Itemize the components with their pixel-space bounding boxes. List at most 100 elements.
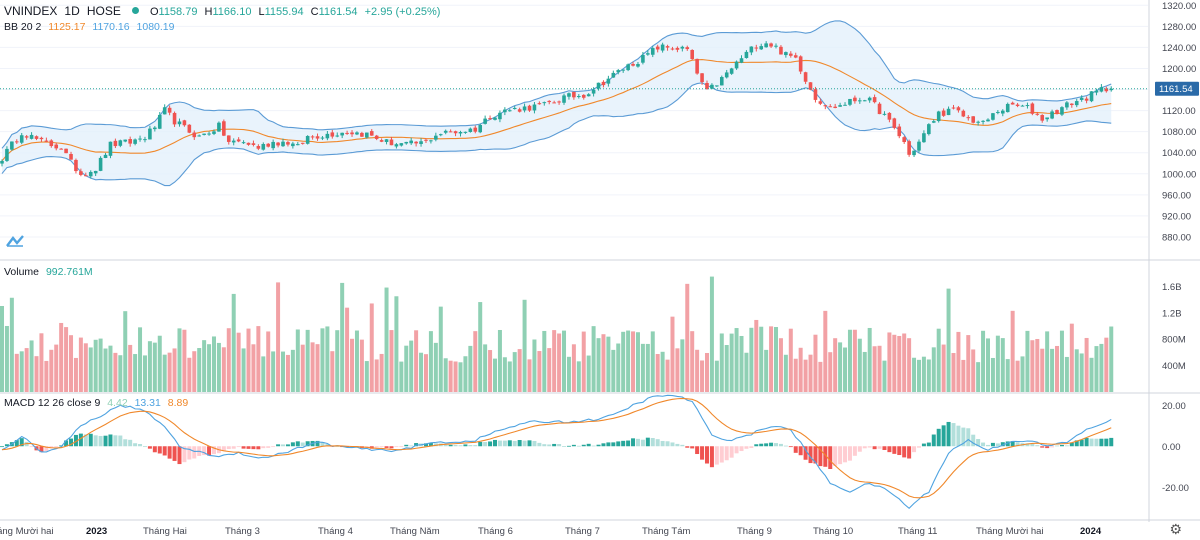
volume-bar <box>497 329 502 392</box>
macd-histogram-bar <box>54 446 59 448</box>
candle-body <box>641 54 645 63</box>
macd-line-value: 13.31 <box>134 397 161 409</box>
volume-bar <box>635 332 640 392</box>
candle-body <box>256 146 261 149</box>
candle-body <box>986 119 990 122</box>
bb-legend[interactable]: BB 20 2 1125.17 1170.16 1080.19 <box>4 21 178 33</box>
candle-body <box>941 110 946 116</box>
volume-bar <box>305 329 310 392</box>
macd-histogram-bar <box>616 441 621 447</box>
volume-bar <box>325 326 330 392</box>
volume-bar <box>182 329 187 392</box>
candle-body <box>360 132 364 137</box>
volume-bar <box>778 338 783 392</box>
volume-bar <box>961 359 966 392</box>
candle-body <box>226 135 231 142</box>
volume-legend[interactable]: Volume 992.761M <box>4 266 97 278</box>
volume-bar <box>695 349 700 392</box>
symbol-header[interactable]: VNINDEX 1D HOSE O1158.79 H1166.10 L1155.… <box>4 4 444 18</box>
volume-bar <box>700 360 705 392</box>
macd-histogram-bar <box>300 442 305 447</box>
candle-body <box>143 139 147 141</box>
time-axis-label: Tháng Hai <box>143 526 187 537</box>
candle-body <box>724 72 729 78</box>
candle-body <box>734 61 739 69</box>
volume-bar <box>650 331 655 392</box>
volume-bar <box>1015 360 1020 392</box>
candle-body <box>103 154 108 159</box>
macd-histogram-bar <box>335 446 340 447</box>
candle-body <box>74 159 78 172</box>
macd-histogram-bar <box>566 445 571 447</box>
macd-histogram-bar <box>700 446 705 460</box>
volume-bar <box>783 354 788 392</box>
time-axis-label: Tháng Tám <box>642 526 690 537</box>
tradingview-logo-icon[interactable] <box>6 234 24 252</box>
volume-bar <box>670 316 675 392</box>
volume-bar <box>749 327 754 392</box>
market-status-dot <box>131 7 139 14</box>
candle-body <box>665 46 670 48</box>
candle-body <box>808 82 813 90</box>
macd-legend[interactable]: MACD 12 26 close 9 4.42 13.31 8.89 <box>4 397 192 409</box>
macd-histogram-bar <box>98 435 103 447</box>
macd-histogram-bar <box>497 440 502 447</box>
volume-bar <box>995 335 1000 392</box>
candle-body <box>355 132 359 135</box>
macd-histogram-bar <box>325 443 330 447</box>
volume-bar <box>621 331 626 392</box>
macd-histogram-bar <box>1104 438 1109 447</box>
gear-icon[interactable]: ⚙ <box>1169 521 1182 537</box>
macd-histogram-bar <box>478 441 483 447</box>
volume-bar <box>729 333 734 392</box>
candle-body <box>98 157 103 171</box>
volume-bar <box>976 362 981 392</box>
volume-bar <box>276 282 281 392</box>
candle-body <box>113 140 118 147</box>
volume-bar <box>463 356 468 392</box>
macd-histogram-bar <box>857 446 862 452</box>
candle-body <box>167 107 172 113</box>
macd-histogram-bar <box>907 446 912 459</box>
volume-bar <box>616 343 621 392</box>
candle-body <box>133 139 137 144</box>
candle-body <box>867 97 872 101</box>
candle-body <box>498 112 502 120</box>
candle-body <box>296 144 300 146</box>
candle-body <box>468 128 473 132</box>
volume-bar <box>138 327 143 392</box>
candle-body <box>581 94 586 98</box>
volume-bar <box>522 299 527 392</box>
volume-bar <box>971 349 976 392</box>
volume-bar <box>557 333 562 392</box>
candle-body <box>212 131 216 134</box>
candle-body <box>710 84 714 89</box>
macd-histogram-bar <box>685 446 690 448</box>
macd-histogram-bar <box>83 434 88 447</box>
volume-bar <box>414 330 419 392</box>
macd-histogram-bar <box>601 443 606 447</box>
volume-bar <box>167 352 172 392</box>
close-label: C <box>310 6 319 18</box>
candle-body <box>961 110 966 117</box>
macd-histogram-bar <box>971 434 976 447</box>
volume-bar <box>271 351 276 392</box>
macd-histogram-bar <box>847 446 852 461</box>
volume-bar <box>852 329 857 392</box>
time-axis-label: Tháng Mười hai <box>976 526 1044 537</box>
candle-body <box>572 91 576 98</box>
candle-body <box>0 160 4 164</box>
candle-body <box>54 144 59 149</box>
candle-body <box>744 51 749 59</box>
candle-body <box>10 141 14 150</box>
candle-body <box>1030 103 1035 114</box>
volume-bar <box>897 335 902 392</box>
volume-tick-label: 400M <box>1162 361 1186 372</box>
candle-body <box>286 142 290 145</box>
macd-histogram-bar <box>192 446 197 459</box>
volume-bar <box>246 328 251 392</box>
macd-histogram-bar <box>867 446 872 448</box>
bb-lower-line <box>1 82 1112 187</box>
volume-bar <box>1104 337 1109 392</box>
